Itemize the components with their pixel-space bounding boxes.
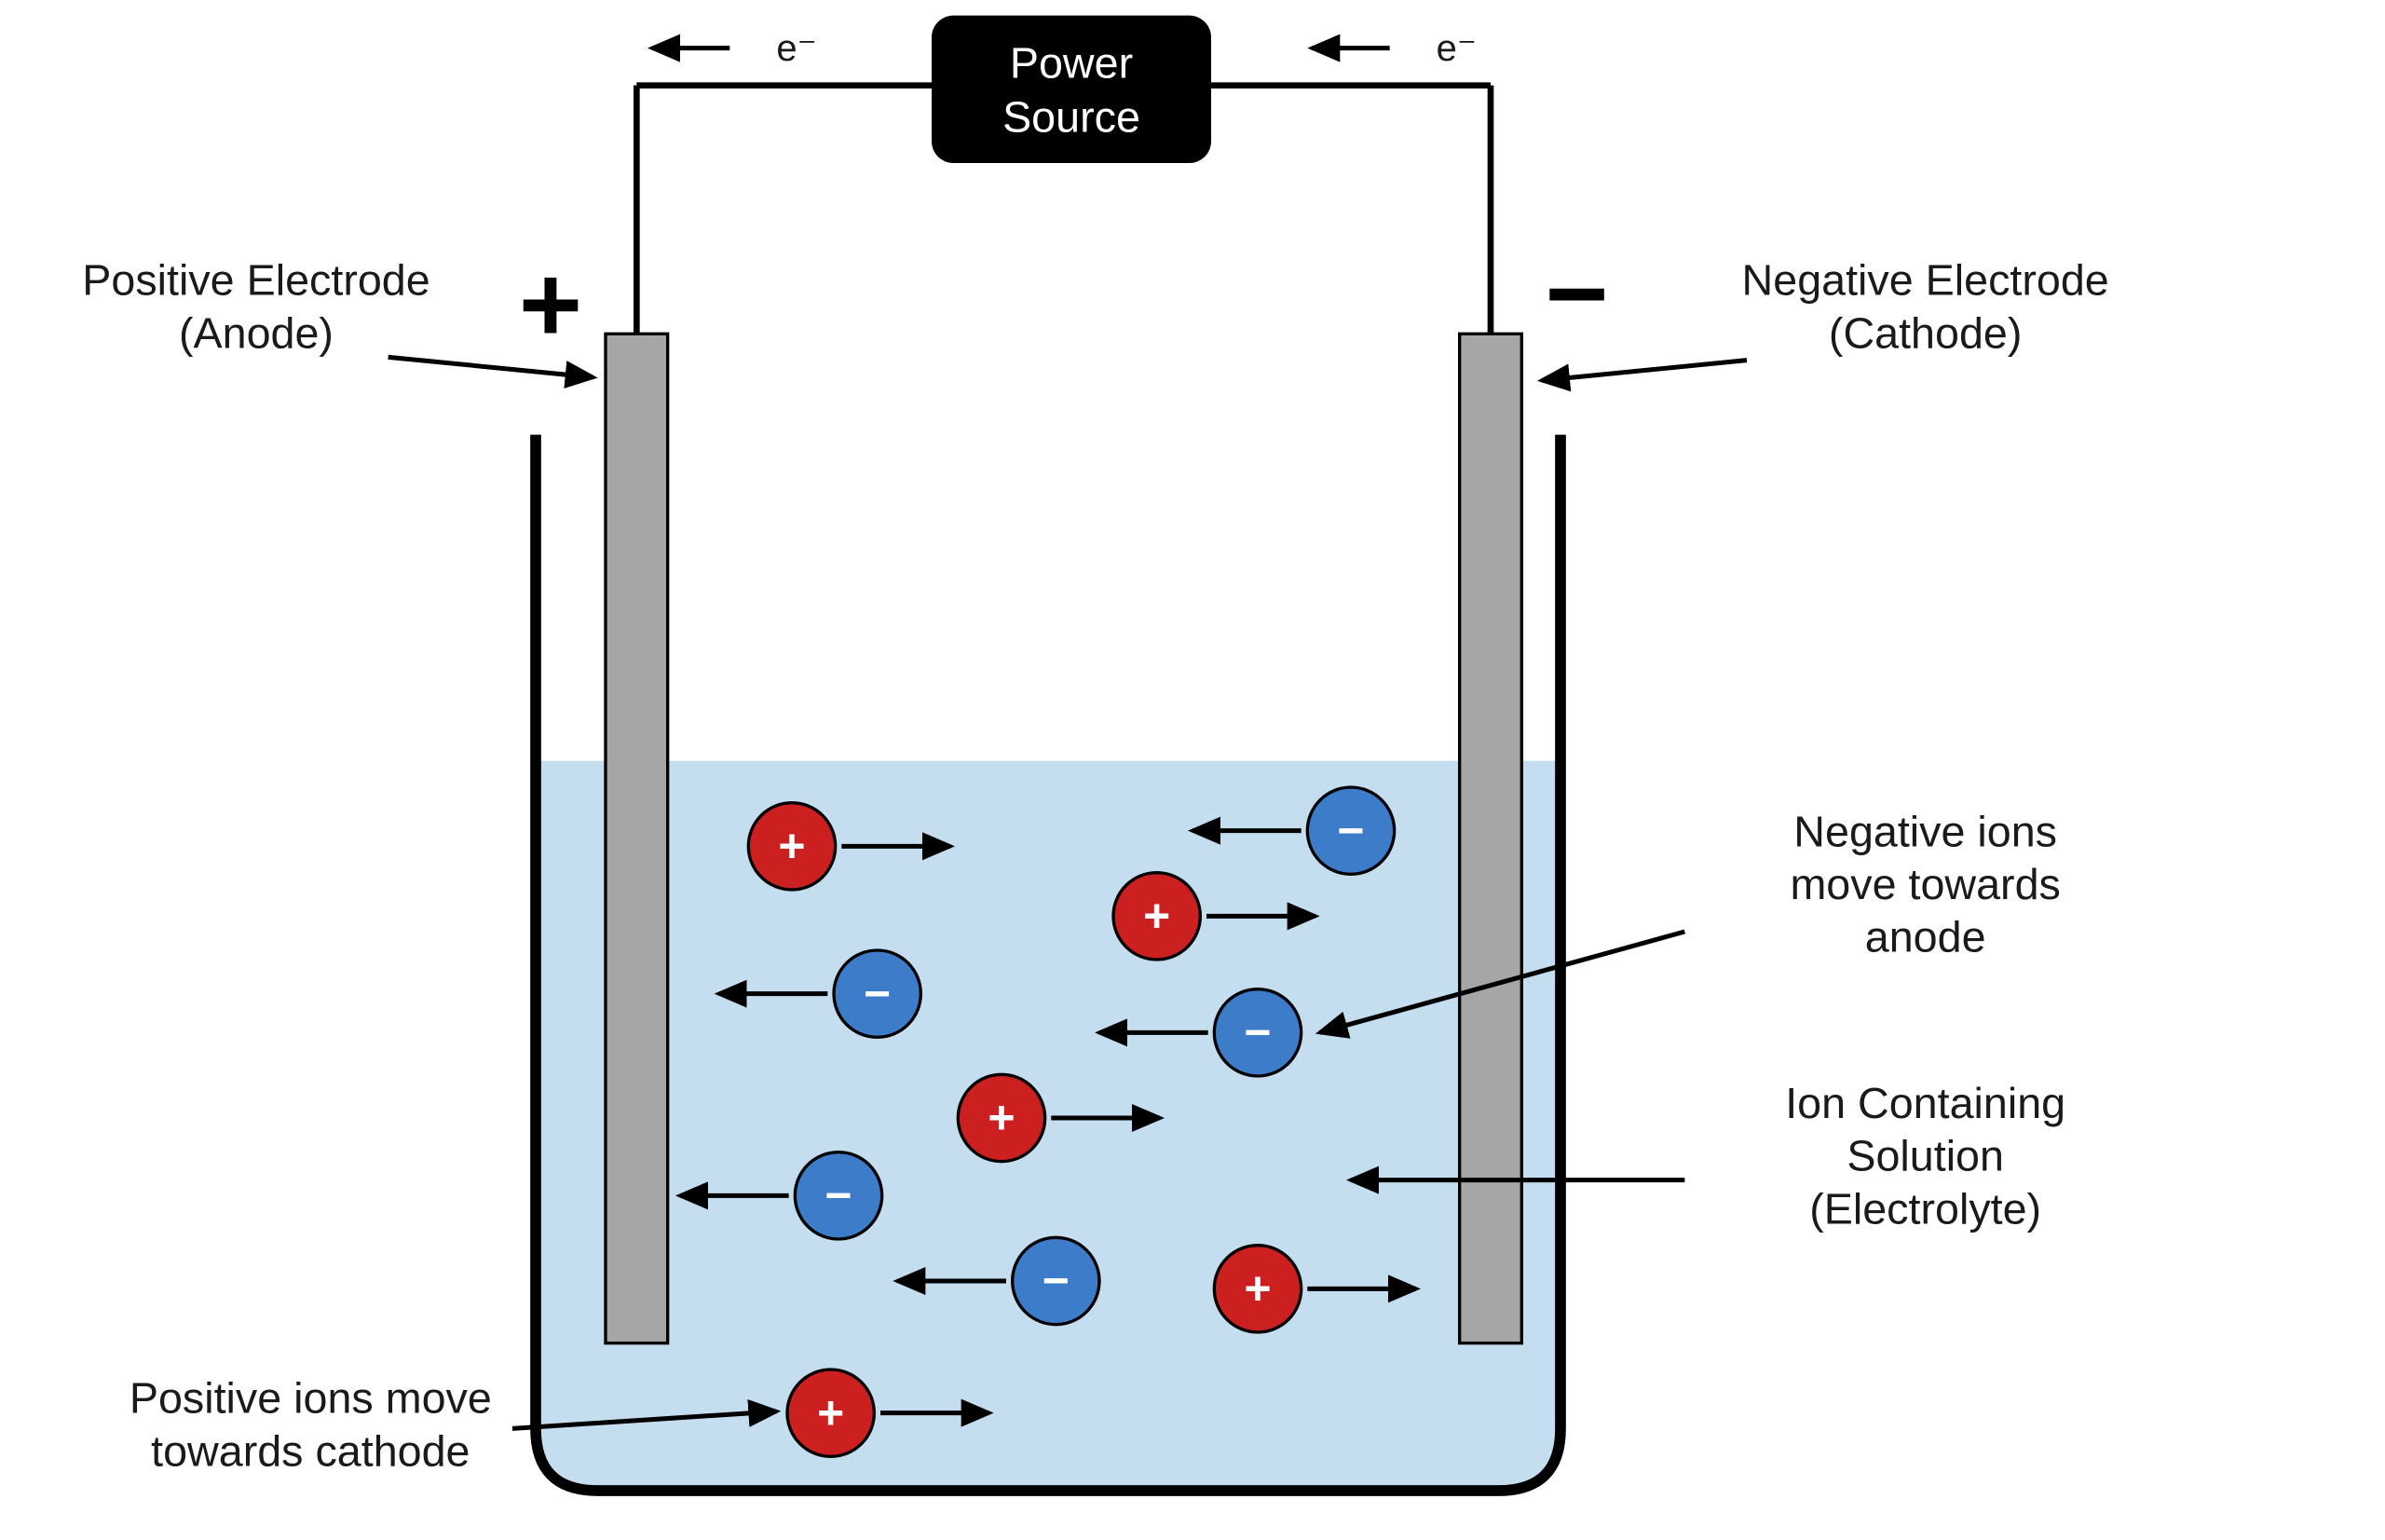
electrolyte-label-line3: (Electrolyte) bbox=[1809, 1184, 2041, 1233]
electron-label-right: e⁻ bbox=[1437, 28, 1477, 69]
power-source: Power Source bbox=[932, 16, 1211, 163]
svg-text:+: + bbox=[1143, 890, 1170, 942]
svg-text:−: − bbox=[1244, 1006, 1271, 1058]
negative-ions-label-line1: Negative ions bbox=[1793, 807, 2057, 855]
anode-plus-sign: + bbox=[519, 243, 582, 365]
power-source-label-1: Power bbox=[1010, 38, 1133, 87]
svg-text:+: + bbox=[817, 1386, 844, 1438]
cathode-label-line1: Negative Electrode bbox=[1742, 256, 2109, 305]
electrolyte-label-line2: Solution bbox=[1847, 1132, 2004, 1180]
electrolyte-solution bbox=[536, 761, 1560, 1491]
electron-label-left: e⁻ bbox=[776, 28, 816, 69]
svg-text:+: + bbox=[988, 1092, 1015, 1144]
anode-label-line2: (Anode) bbox=[179, 308, 334, 357]
electrolyte-label-line1: Ion Containing bbox=[1785, 1079, 2065, 1127]
positive-ions-label-line2: towards cathode bbox=[151, 1426, 470, 1475]
cathode-electrode bbox=[1460, 334, 1522, 1342]
svg-text:−: − bbox=[864, 967, 891, 1019]
anode-electrode bbox=[606, 334, 668, 1342]
svg-text:−: − bbox=[1337, 804, 1364, 856]
negative-ions-label-line3: anode bbox=[1865, 913, 1986, 961]
anode-label-line1: Positive Electrode bbox=[82, 256, 429, 305]
svg-text:+: + bbox=[778, 820, 805, 872]
cathode-minus-sign: − bbox=[1545, 232, 1608, 354]
svg-text:+: + bbox=[1244, 1262, 1271, 1315]
negative-ions-label-line2: move towards bbox=[1790, 860, 2060, 908]
positive-ions-label-line1: Positive ions move bbox=[129, 1374, 492, 1423]
electrolysis-diagram: e⁻ e⁻ Power Source + − + + + + + − − − − − Positive … bbox=[0, 0, 2385, 1540]
cathode-label-line2: (Cathode) bbox=[1829, 308, 2022, 357]
power-source-label-2: Source bbox=[1002, 93, 1140, 142]
svg-text:−: − bbox=[825, 1169, 852, 1221]
svg-text:−: − bbox=[1043, 1255, 1070, 1307]
